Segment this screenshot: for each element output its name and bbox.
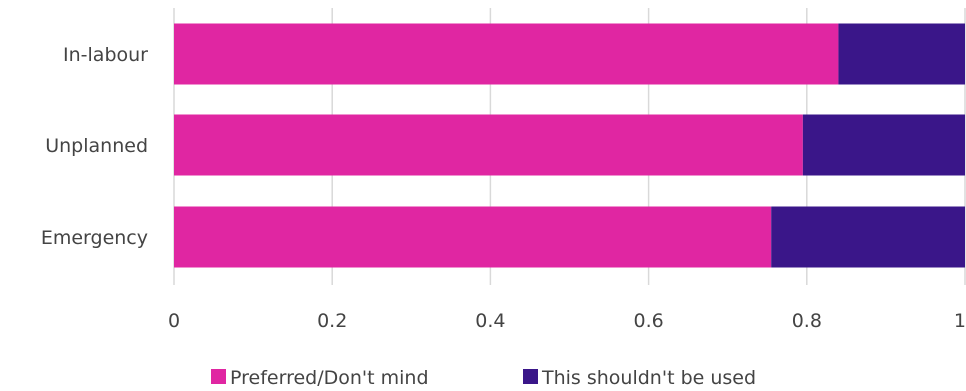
- bar-in-labour-series-0: [174, 23, 839, 85]
- x-tick-label-3: 0.6: [633, 310, 663, 332]
- x-axis-tick-labels: 0 0.2 0.4 0.6 0.8 1: [168, 310, 966, 332]
- x-tick-label-4: 0.8: [792, 310, 822, 332]
- category-label-0: In-labour: [63, 44, 148, 66]
- category-label-2: Emergency: [41, 227, 148, 249]
- bars: [174, 23, 965, 268]
- bar-in-labour-series-1: [838, 23, 965, 85]
- category-label-1: Unplanned: [45, 135, 148, 157]
- legend-swatch-1: [523, 369, 538, 384]
- x-tick-label-5: 1: [954, 310, 966, 332]
- x-tick-label-1: 0.2: [317, 310, 347, 332]
- bar-emergency-series-0: [174, 206, 772, 268]
- x-tick-label-0: 0: [168, 310, 180, 332]
- legend-swatch-0: [211, 369, 226, 384]
- category-labels: In-labour Unplanned Emergency: [41, 44, 148, 249]
- legend: Preferred/Don't mind This shouldn't be us…: [211, 367, 756, 389]
- bar-unplanned-series-0: [174, 114, 803, 176]
- legend-label-1: This shouldn't be used: [541, 367, 756, 389]
- x-tick-label-2: 0.4: [475, 310, 505, 332]
- bar-emergency-series-1: [771, 206, 965, 268]
- bar-unplanned-series-1: [802, 114, 965, 176]
- legend-label-0: Preferred/Don't mind: [230, 367, 429, 389]
